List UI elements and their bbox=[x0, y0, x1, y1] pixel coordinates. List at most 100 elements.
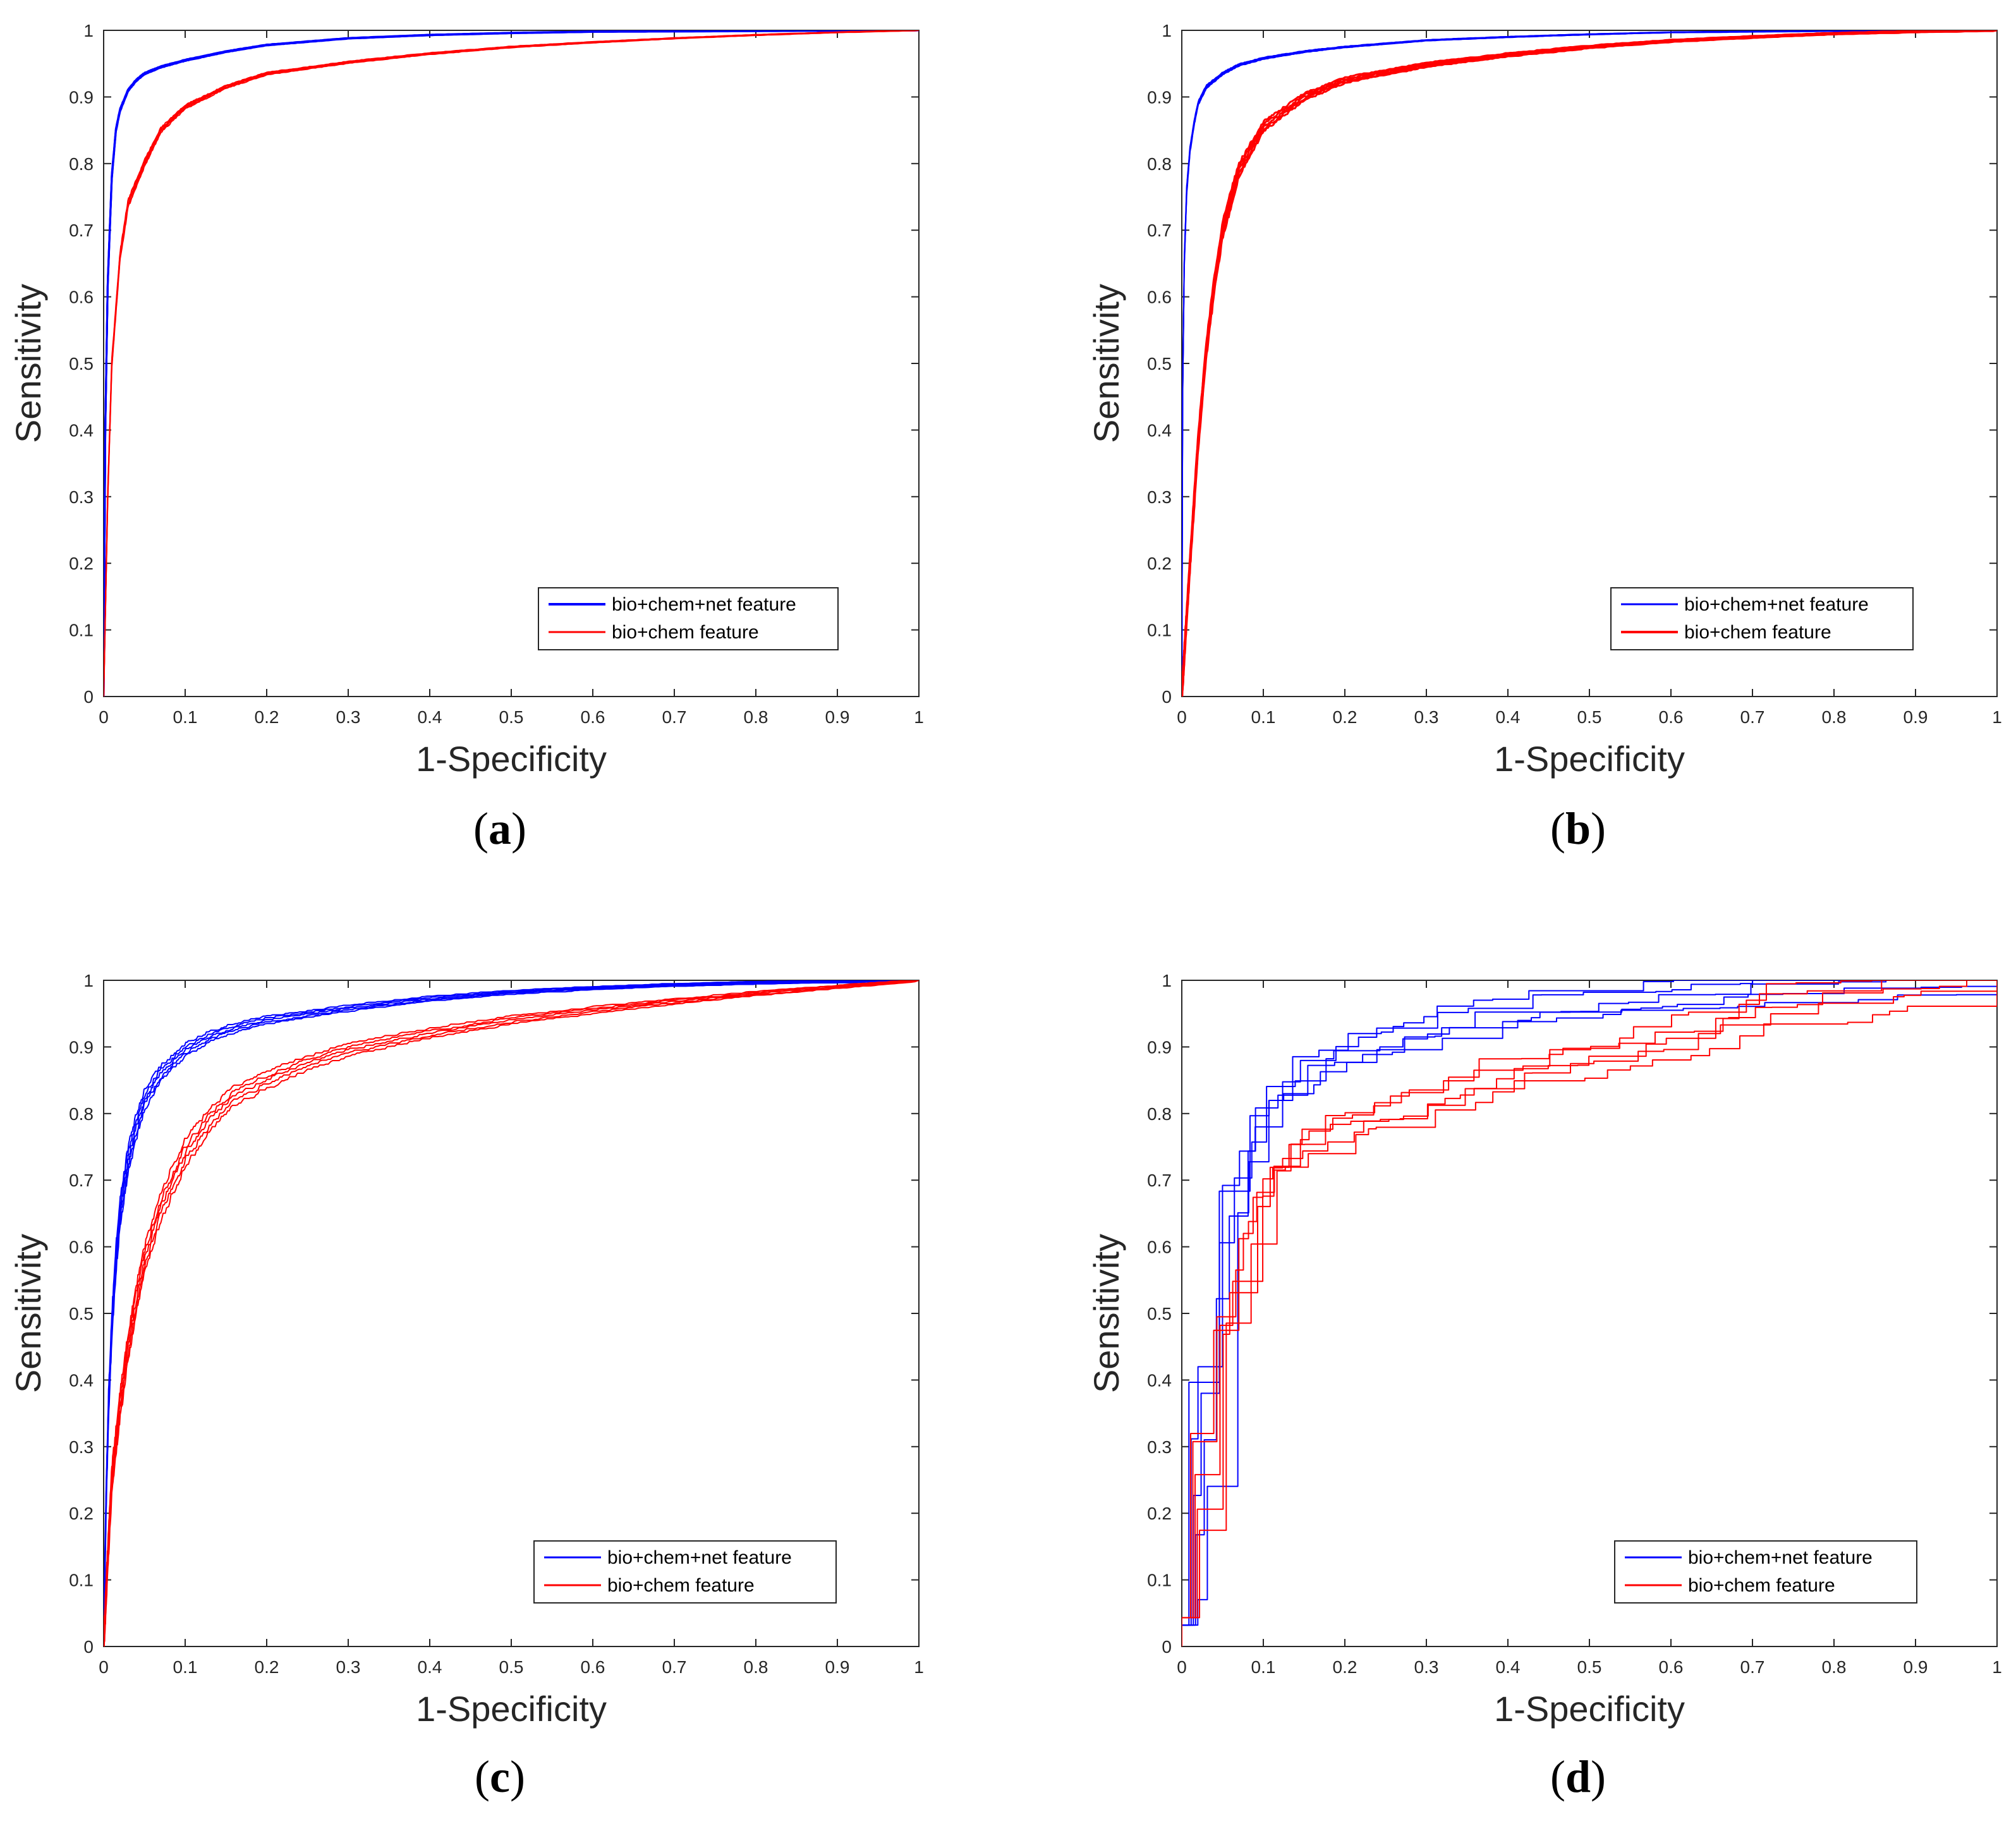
legend-label: bio+chem feature bbox=[607, 1575, 755, 1596]
legend-label: bio+chem feature bbox=[612, 622, 759, 643]
x-tick-label: 0.6 bbox=[1659, 707, 1684, 727]
y-tick-label: 0.3 bbox=[69, 487, 94, 507]
x-tick-label: 0.3 bbox=[336, 1657, 361, 1677]
y-tick-label: 0.1 bbox=[69, 1571, 94, 1590]
x-tick-label: 0.2 bbox=[1333, 1657, 1357, 1677]
x-tick-label: 0.1 bbox=[1251, 1657, 1276, 1677]
panel-c: 0 0.1 0.2 0.3 0.4 0.5 0.6 0.7 0.8 0.9 1 0 0.1 0.2 0.3 0… bbox=[8, 971, 924, 1802]
series-net-run-4 bbox=[1182, 980, 1997, 1646]
y-tick-label: 0.2 bbox=[1147, 1504, 1172, 1523]
legend-box bbox=[533, 1540, 837, 1604]
panel-a: 0 0.1 0.2 0.3 0.4 0.5 0.6 0.7 0.8 0.9 1 0 0.1 0.2 0.3 0… bbox=[8, 21, 924, 854]
series-base-run-4 bbox=[104, 980, 919, 1646]
y-tick-label: 1 bbox=[83, 21, 94, 40]
legend-label: bio+chem feature bbox=[1684, 622, 1831, 643]
legend-box bbox=[1614, 1540, 1917, 1604]
x-axis-title: 1-Specificity bbox=[1494, 739, 1685, 779]
y-tick-label: 0.7 bbox=[1147, 221, 1172, 240]
x-tick-label: 0.3 bbox=[336, 707, 361, 727]
x-tick-label: 0.8 bbox=[744, 1657, 768, 1677]
legend-box bbox=[1610, 587, 1914, 650]
panel-d: 0 0.1 0.2 0.3 0.4 0.5 0.6 0.7 0.8 0.9 1 0 0.1 0.2 0.3 0… bbox=[1086, 971, 2002, 1802]
y-axis-title: Sensitivity bbox=[8, 284, 48, 443]
y-tick-label: 0.9 bbox=[1147, 87, 1172, 107]
y-tick-label: 0 bbox=[1162, 687, 1172, 707]
legend: bio+chem+net feature bio+chem feature bbox=[1610, 587, 1914, 650]
x-tick-label: 0.9 bbox=[825, 1657, 850, 1677]
y-tick-label: 0.4 bbox=[69, 420, 94, 440]
y-axis-title: Sensitivity bbox=[1086, 284, 1126, 443]
x-tick-label: 0.7 bbox=[1740, 1657, 1765, 1677]
x-tick-label: 0.8 bbox=[744, 707, 768, 727]
y-tick-label: 0.3 bbox=[1147, 487, 1172, 507]
y-tick-label: 0.6 bbox=[1147, 288, 1172, 307]
legend-label: bio+chem+net feature bbox=[1688, 1547, 1873, 1568]
axes-box bbox=[103, 980, 920, 1647]
x-tick-label: 0.4 bbox=[1496, 1657, 1521, 1677]
y-axis-title: Sensitivity bbox=[8, 1234, 48, 1393]
x-axis-title: 1-Specificity bbox=[416, 739, 607, 779]
series-base-run-2 bbox=[104, 980, 919, 1646]
y-tick-label: 0.9 bbox=[69, 1037, 94, 1057]
legend-label: bio+chem+net feature bbox=[1684, 594, 1869, 615]
y-tick-label: 1 bbox=[1162, 21, 1172, 40]
legend-label: bio+chem+net feature bbox=[607, 1547, 792, 1568]
y-tick-label: 0 bbox=[83, 687, 94, 707]
x-tick-label: 0.1 bbox=[173, 707, 198, 727]
y-tick-label: 0.8 bbox=[1147, 1104, 1172, 1124]
x-tick-label: 0 bbox=[1177, 707, 1187, 727]
x-tick-label: 0.8 bbox=[1822, 1657, 1847, 1677]
x-tick-label: 0.4 bbox=[418, 1657, 442, 1677]
curves bbox=[104, 980, 919, 1646]
x-axis-title: 1-Specificity bbox=[1494, 1689, 1685, 1729]
y-tick-label: 0.4 bbox=[1147, 1370, 1172, 1390]
x-tick-label: 0.3 bbox=[1414, 707, 1439, 727]
y-tick-label: 1 bbox=[83, 971, 94, 990]
legend-label: bio+chem feature bbox=[1688, 1575, 1835, 1596]
y-tick-label: 0.5 bbox=[1147, 1304, 1172, 1324]
y-tick-label: 0.5 bbox=[1147, 354, 1172, 374]
x-tick-label: 0.2 bbox=[1333, 707, 1357, 727]
y-tick-label: 0.2 bbox=[1147, 554, 1172, 573]
y-tick-label: 0 bbox=[83, 1637, 94, 1657]
x-tick-label: 0 bbox=[99, 1657, 109, 1677]
x-tick-label: 0.2 bbox=[255, 707, 279, 727]
series-net-run-2 bbox=[104, 980, 919, 1646]
x-tick-label: 0 bbox=[99, 707, 109, 727]
x-tick-label: 0.4 bbox=[418, 707, 442, 727]
legend-label: bio+chem+net feature bbox=[612, 594, 796, 615]
legend-box bbox=[538, 587, 839, 650]
axes-box bbox=[1181, 30, 1998, 697]
y-tick-label: 0.8 bbox=[69, 154, 94, 174]
panel-caption: (c) bbox=[475, 1751, 525, 1802]
x-tick-label: 0.9 bbox=[1904, 1657, 1928, 1677]
y-tick-label: 0.5 bbox=[69, 354, 94, 374]
x-tick-label: 0.5 bbox=[1577, 707, 1602, 727]
panel-caption: (b) bbox=[1550, 803, 1606, 854]
y-tick-label: 0.7 bbox=[69, 1171, 94, 1190]
y-tick-label: 0.1 bbox=[1147, 1571, 1172, 1590]
x-tick-label: 1 bbox=[1992, 1657, 2002, 1677]
legend: bio+chem+net feature bio+chem feature bbox=[538, 587, 839, 650]
x-tick-label: 0.9 bbox=[825, 707, 850, 727]
x-tick-label: 0.3 bbox=[1414, 1657, 1439, 1677]
axes-box bbox=[103, 30, 920, 697]
x-tick-label: 0.7 bbox=[1740, 707, 1765, 727]
y-tick-label: 0.8 bbox=[1147, 154, 1172, 174]
x-axis-title: 1-Specificity bbox=[416, 1689, 607, 1729]
series-net-run-5 bbox=[1182, 30, 1997, 697]
series-net-run-2 bbox=[1182, 980, 1997, 1646]
x-tick-label: 1 bbox=[1992, 707, 2002, 727]
x-tick-label: 0.1 bbox=[173, 1657, 198, 1677]
y-tick-label: 1 bbox=[1162, 971, 1172, 990]
y-tick-label: 0.8 bbox=[69, 1104, 94, 1124]
x-tick-label: 0.6 bbox=[1659, 1657, 1684, 1677]
y-tick-label: 0.1 bbox=[1147, 621, 1172, 640]
y-tick-label: 0.7 bbox=[1147, 1171, 1172, 1190]
series-base-run-2 bbox=[1182, 980, 1997, 1646]
x-tick-label: 0.1 bbox=[1251, 707, 1276, 727]
panel-caption: (d) bbox=[1550, 1751, 1606, 1802]
y-axis-title: Sensitivity bbox=[1086, 1234, 1126, 1393]
x-tick-label: 1 bbox=[914, 1657, 924, 1677]
